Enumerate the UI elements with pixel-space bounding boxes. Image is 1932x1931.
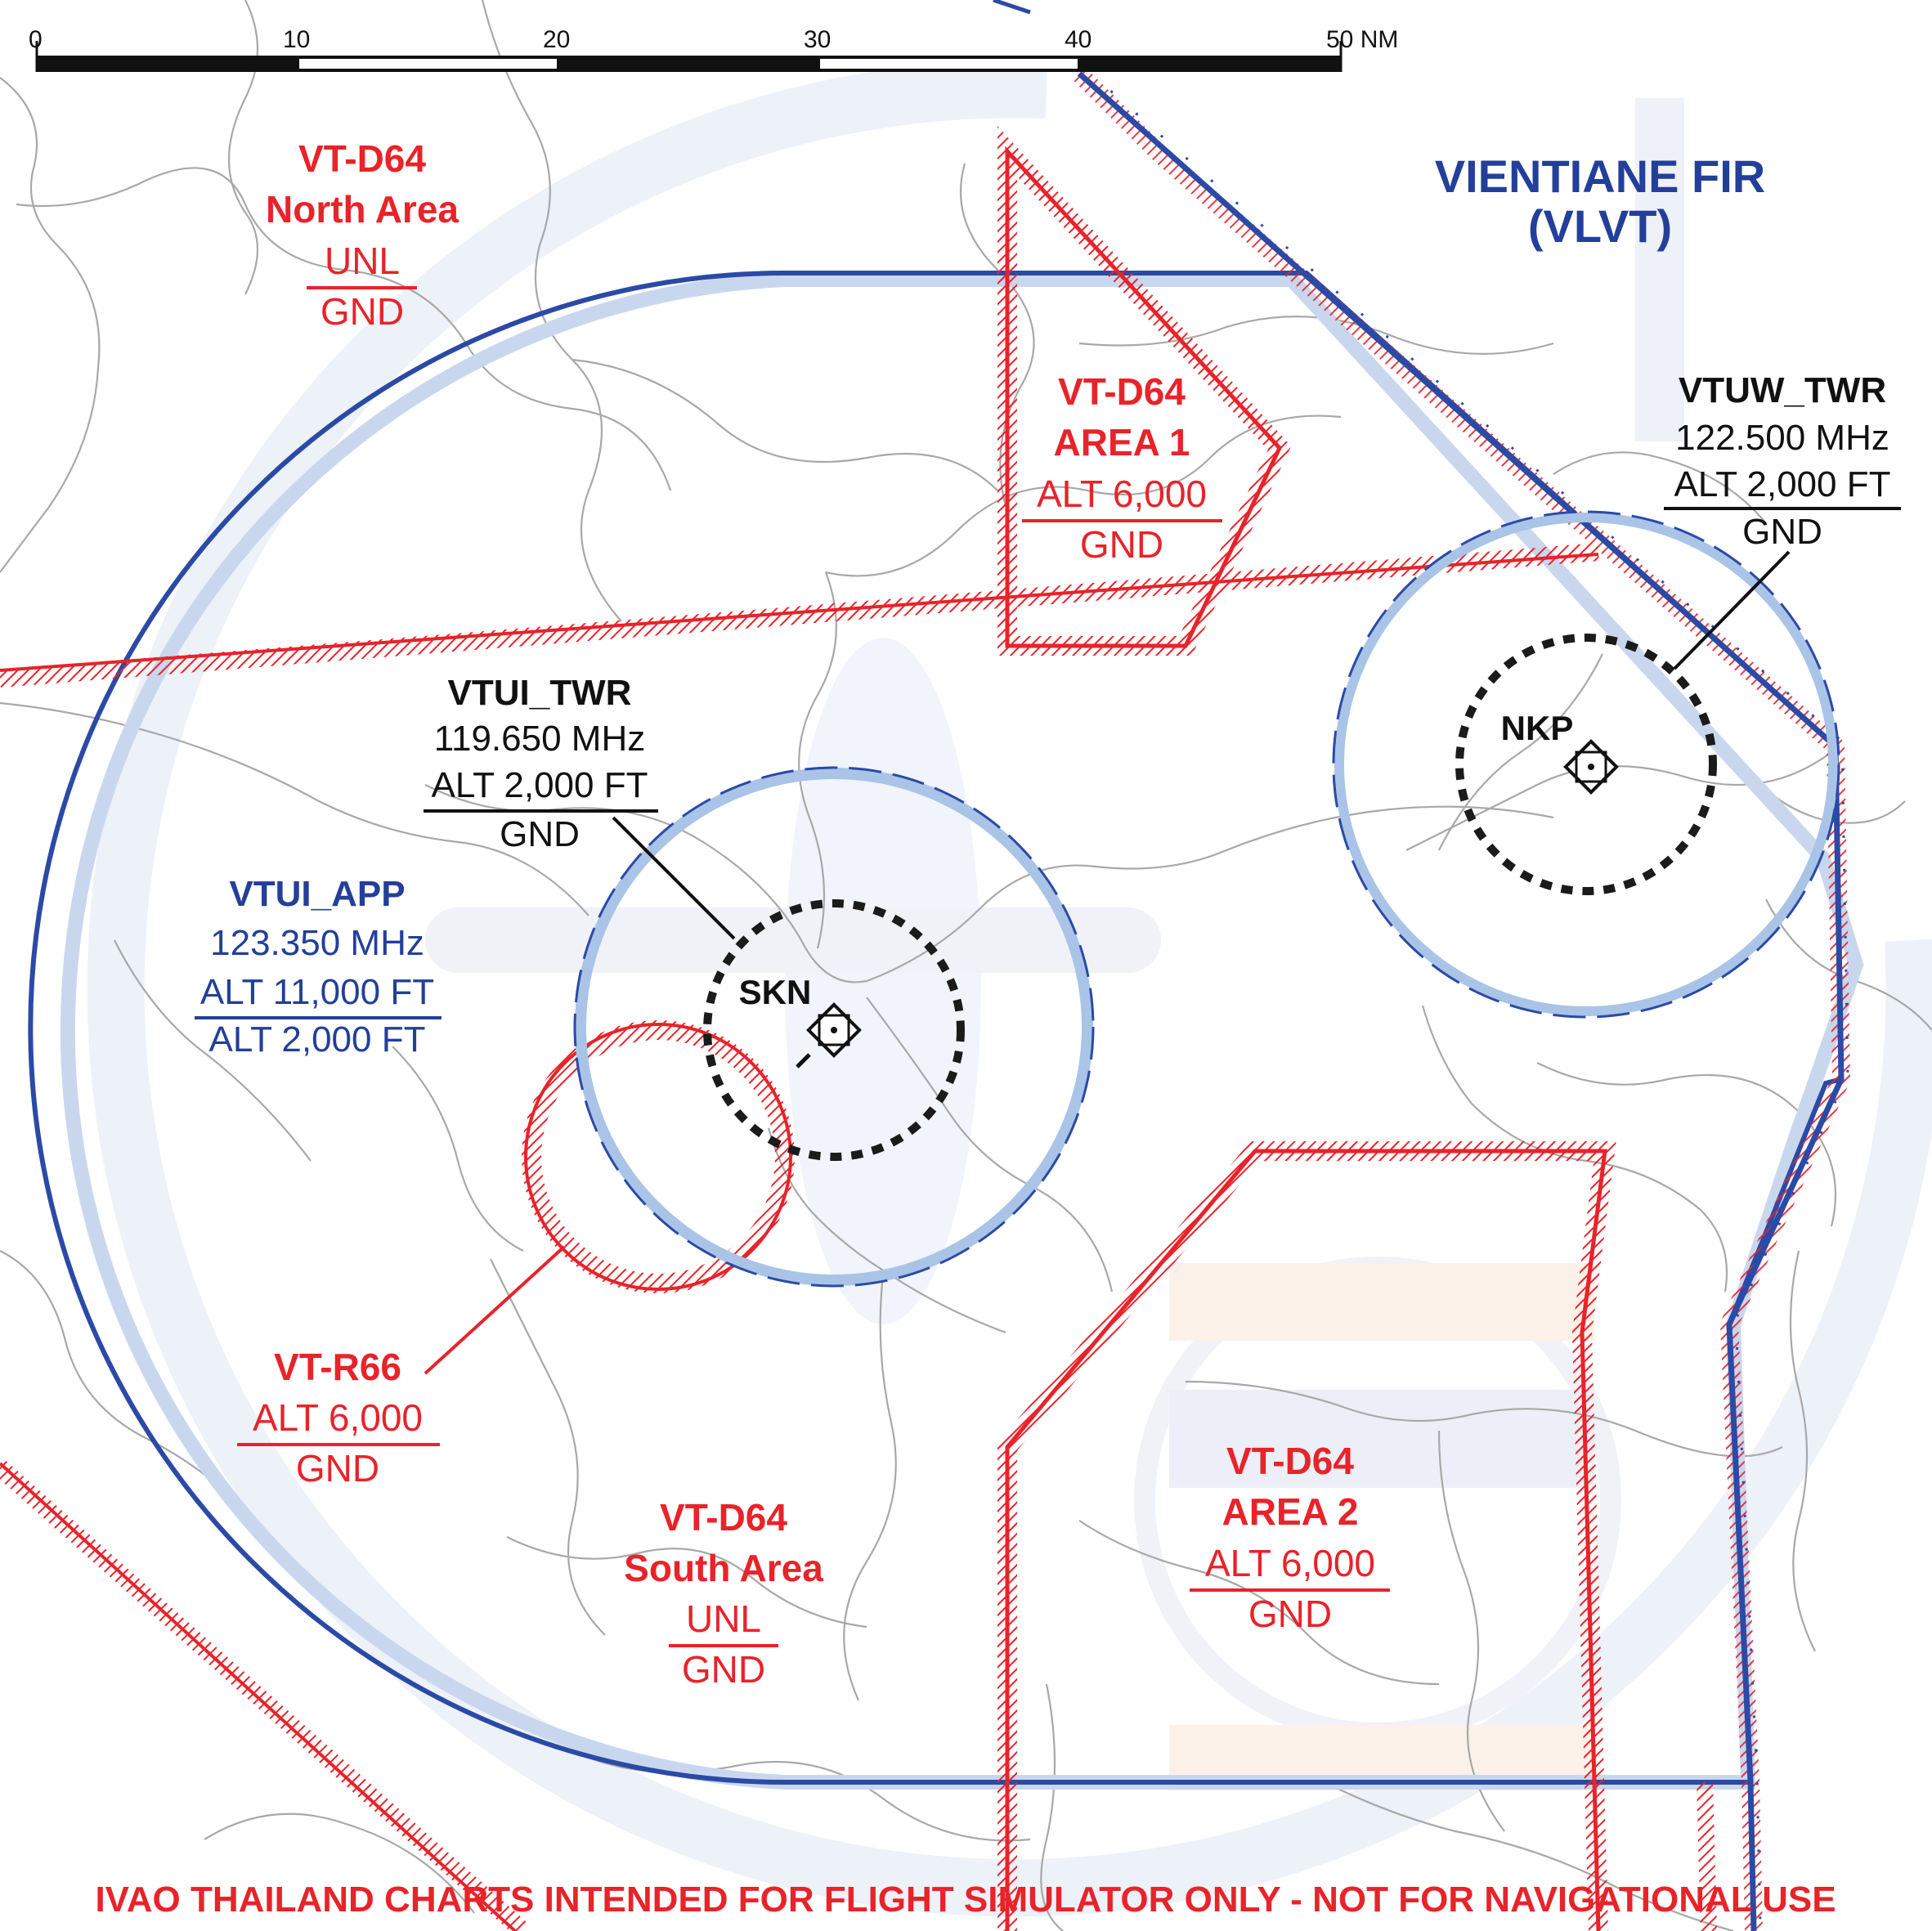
nkp-airport-icon <box>1563 739 1619 795</box>
vtui-app-lower: ALT 2,000 FT <box>209 1019 426 1060</box>
r66-label: VT-R66 ALT 6,000 GND <box>237 1346 440 1490</box>
d64-north-lower: GND <box>321 290 404 333</box>
scale-tick-0: 0 <box>29 26 43 53</box>
scale-tick-10: 10 <box>283 26 310 53</box>
d64-south-label: VT-D64 South Area UNL GND <box>624 1496 823 1691</box>
vtuw-twr-lower: GND <box>1742 512 1822 552</box>
d64-north-upper: UNL <box>325 240 400 282</box>
vtuw-twr-upper: ALT 2,000 FT <box>1674 464 1891 504</box>
vtui-twr-lower: GND <box>500 814 580 854</box>
d64-north-name: VT-D64 <box>298 137 426 180</box>
vtui-app-name: VTUI_APP <box>229 874 405 914</box>
vtui-twr-leader <box>612 816 736 940</box>
skn-airport-icon <box>796 1002 862 1069</box>
d64-area2-label: VT-D64 AREA 2 ALT 6,000 GND <box>1190 1440 1390 1635</box>
d64-south-upper: UNL <box>686 1597 761 1640</box>
vtuw-twr-label: VTUW_TWR 122.500 MHz ALT 2,000 FT GND <box>1664 370 1901 552</box>
d64-area2-upper: ALT 6,000 <box>1205 1542 1375 1584</box>
nkp-ident: NKP <box>1501 709 1574 747</box>
skn-atz-boundary <box>703 899 965 1161</box>
fir-label: VIENTIANE FIR (VLVT) <box>1435 150 1765 252</box>
scale-tick-30: 30 <box>804 26 831 53</box>
vtui-app-upper: ALT 11,000 FT <box>200 972 434 1012</box>
d64-area2-boundary <box>997 1141 1717 1931</box>
skn-ctr-boundary <box>573 766 1095 1288</box>
vtui-app-label: VTUI_APP 123.350 MHz ALT 11,000 FT ALT 2… <box>195 874 442 1060</box>
vtui-twr-upper: ALT 2,000 FT <box>432 765 648 805</box>
d64-north-label: VT-D64 North Area UNL GND <box>266 137 459 333</box>
d64-area1-upper: ALT 6,000 <box>1037 473 1207 515</box>
vtuw-twr-leader <box>1673 550 1791 670</box>
vtui-twr-name: VTUI_TWR <box>448 673 632 713</box>
r66-upper: ALT 6,000 <box>253 1396 423 1439</box>
vtui-twr-freq: 119.650 MHz <box>434 719 645 759</box>
d64-area2-sub: AREA 2 <box>1222 1490 1359 1533</box>
nkp-ctr-boundary <box>1332 510 1840 1019</box>
vtuw-twr-name: VTUW_TWR <box>1679 370 1886 410</box>
vtuw-twr-freq: 122.500 MHz <box>1675 418 1889 458</box>
r66-lower: GND <box>296 1447 379 1490</box>
fir-name: VIENTIANE FIR <box>1435 150 1765 202</box>
restricted-corridor <box>0 543 1599 1931</box>
vtui-app-freq: 123.350 MHz <box>210 923 424 963</box>
disclaimer: IVAO THAILAND CHARTS INTENDED FOR FLIGHT… <box>95 1879 1836 1920</box>
r66-name: VT-R66 <box>274 1346 401 1388</box>
nkp-atz-boundary <box>1455 634 1717 895</box>
vtui-twr-label: VTUI_TWR 119.650 MHz ALT 2,000 FT GND <box>424 673 658 854</box>
d64-area1-label: VT-D64 AREA 1 ALT 6,000 GND <box>1022 370 1222 566</box>
r66-boundary <box>424 1020 795 1375</box>
d64-area2-lower: GND <box>1248 1593 1332 1635</box>
scale-tick-20: 20 <box>543 26 570 53</box>
d64-area1-boundary <box>997 126 1292 656</box>
skn-ident: SKN <box>739 973 812 1011</box>
scale-bar: 0 10 20 30 40 50 NM <box>29 26 1398 72</box>
d64-area1-sub: AREA 1 <box>1054 421 1190 464</box>
vtui-app-halo <box>60 272 1864 1790</box>
d64-south-lower: GND <box>682 1648 765 1691</box>
scale-tick-40: 40 <box>1065 26 1092 53</box>
fir-code: (VLVT) <box>1528 200 1672 252</box>
d64-area1-name: VT-D64 <box>1058 370 1186 413</box>
d64-area1-lower: GND <box>1080 523 1163 566</box>
d64-area2-name: VT-D64 <box>1226 1440 1354 1482</box>
scale-tick-50: 50 NM <box>1326 26 1398 53</box>
vtui-app-boundary <box>28 271 1845 1785</box>
d64-north-sub: North Area <box>266 188 459 231</box>
d64-south-name: VT-D64 <box>660 1496 787 1539</box>
d64-south-sub: South Area <box>624 1547 823 1589</box>
